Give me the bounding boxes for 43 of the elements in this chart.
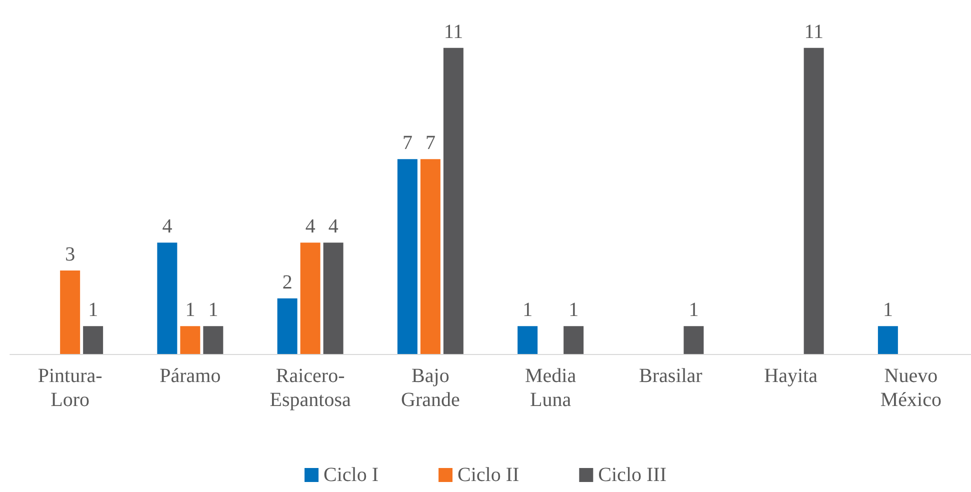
bar [180, 326, 200, 354]
data-label: 1 [185, 299, 196, 322]
x-tick-label: Brasilar [639, 365, 703, 387]
data-label: 3 [65, 244, 76, 266]
data-label: 4 [305, 216, 316, 238]
data-label: 7 [402, 132, 412, 154]
bar [323, 242, 344, 354]
x-tick-label: Hayita [764, 365, 818, 387]
x-tick-label: Bajo Grande [401, 365, 460, 411]
data-label: 1 [208, 299, 218, 322]
data-label: 2 [282, 271, 292, 294]
data-label: 1 [688, 299, 699, 322]
bar [804, 48, 824, 354]
data-label: 4 [162, 216, 172, 238]
bar [420, 159, 440, 354]
x-tick-label: Páramo [160, 365, 221, 387]
bar [203, 326, 224, 354]
bar [60, 270, 80, 354]
data-label: 7 [425, 132, 436, 154]
bar [518, 326, 538, 354]
x-tick-label: Media Luna [525, 365, 576, 411]
bar [878, 326, 898, 354]
data-label: 1 [568, 299, 579, 322]
data-label: 4 [328, 216, 338, 238]
data-label: 1 [882, 299, 893, 322]
x-tick-label: Nuevo México [880, 365, 942, 411]
data-label: 1 [88, 299, 98, 322]
x-tick-label: Pintura-Loro [38, 365, 102, 411]
legend-label: Ciclo III [598, 464, 666, 486]
x-tick-label: Raicero-Espantosa [270, 365, 351, 411]
data-label: 1 [522, 299, 533, 322]
data-label: 11 [804, 20, 824, 43]
bar [397, 159, 418, 354]
bar [684, 326, 704, 354]
data-label: 11 [444, 20, 464, 43]
bar [83, 326, 104, 354]
bar [157, 242, 178, 354]
bar [300, 242, 320, 354]
bar [277, 298, 298, 354]
legend-label: Ciclo II [458, 464, 520, 486]
bar [564, 326, 584, 354]
bar [443, 48, 464, 354]
legend-label: Ciclo I [324, 464, 379, 486]
